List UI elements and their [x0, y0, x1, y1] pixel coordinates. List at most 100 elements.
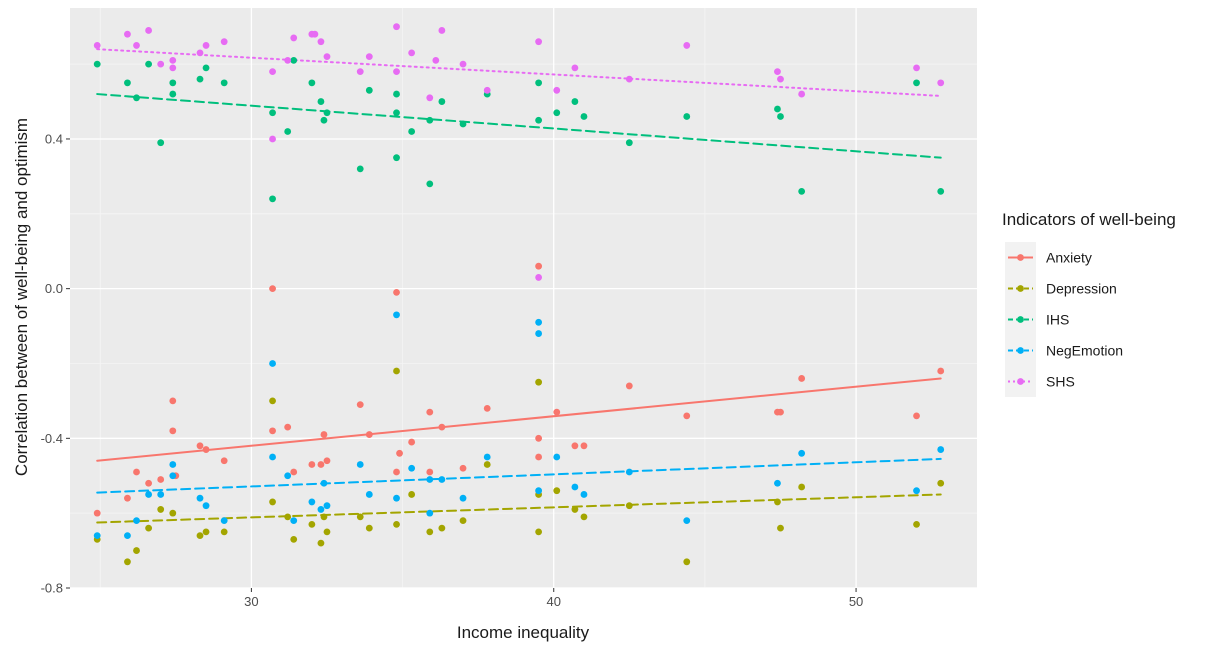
point-negemotion [196, 494, 204, 502]
point-negemotion [284, 472, 292, 480]
point-depression [269, 498, 276, 506]
point-negemotion [169, 461, 177, 468]
point-depression [145, 524, 153, 532]
plot-panel [70, 8, 977, 588]
point-anxiety [202, 446, 210, 453]
point-ihs [580, 113, 588, 120]
point-negemotion [320, 479, 328, 487]
point-depression [683, 558, 691, 566]
point-anxiety [913, 412, 920, 420]
point-shs [553, 86, 561, 94]
point-anxiety [571, 442, 579, 450]
point-shs [220, 38, 228, 46]
legend-label-ihs: IHS [1046, 312, 1069, 328]
point-negemotion [625, 468, 633, 476]
point-depression [308, 520, 316, 528]
point-anxiety [284, 423, 292, 431]
point-ihs [269, 195, 276, 203]
point-negemotion [393, 494, 400, 502]
point-shs [93, 42, 101, 49]
point-shs [393, 23, 400, 31]
point-shs [393, 68, 400, 76]
point-negemotion [426, 476, 434, 483]
point-shs [535, 274, 543, 281]
point-ihs [798, 187, 806, 195]
point-depression [133, 547, 140, 554]
point-ihs [426, 180, 434, 188]
point-ihs [553, 109, 561, 117]
point-ihs [365, 86, 373, 94]
legend-label-depression: Depression [1046, 281, 1117, 297]
point-ihs [937, 187, 945, 195]
x-axis-title: Income inequality [457, 623, 590, 642]
point-shs [145, 27, 153, 34]
point-ihs [124, 79, 131, 87]
y-tick-label: -0.8 [41, 581, 63, 596]
legend-point-anxiety [1017, 254, 1024, 261]
point-depression [393, 520, 400, 528]
point-shs [269, 68, 276, 76]
point-anxiety [426, 408, 434, 416]
point-ihs [284, 128, 292, 135]
point-shs [432, 56, 440, 64]
point-depression [937, 479, 945, 487]
point-negemotion [365, 491, 373, 498]
point-anxiety [683, 412, 691, 420]
point-anxiety [308, 461, 316, 468]
point-ihs [625, 139, 633, 147]
point-negemotion [269, 453, 276, 461]
point-ihs [777, 113, 784, 120]
point-ihs [459, 120, 467, 128]
point-negemotion [393, 311, 400, 319]
point-negemotion [580, 491, 588, 498]
point-depression [426, 528, 434, 536]
point-shs [169, 64, 177, 72]
point-shs [937, 79, 945, 87]
point-depression [438, 524, 446, 532]
point-depression [269, 397, 276, 405]
point-shs [535, 38, 543, 46]
point-shs [777, 75, 784, 83]
point-anxiety [320, 431, 328, 438]
point-ihs [438, 98, 446, 105]
point-shs [356, 68, 364, 76]
point-anxiety [157, 476, 165, 483]
point-negemotion [798, 449, 806, 457]
point-anxiety [393, 288, 400, 296]
point-shs [196, 49, 204, 57]
point-shs [438, 27, 446, 34]
point-anxiety [145, 479, 153, 487]
point-anxiety [625, 382, 633, 390]
point-negemotion [937, 446, 945, 453]
point-depression [317, 539, 325, 547]
point-ihs [571, 98, 579, 105]
x-tick-label: 50 [849, 594, 863, 609]
point-shs [408, 49, 416, 57]
point-shs [426, 94, 434, 102]
point-anxiety [124, 494, 131, 502]
point-negemotion [774, 479, 781, 487]
point-negemotion [535, 487, 543, 495]
point-shs [133, 42, 140, 49]
point-ihs [169, 79, 177, 87]
point-negemotion [571, 483, 579, 491]
point-ihs [202, 64, 210, 72]
point-negemotion [269, 360, 276, 367]
point-ihs [535, 116, 543, 124]
point-anxiety [220, 457, 228, 465]
grid-major [70, 8, 977, 589]
point-negemotion [323, 502, 331, 510]
point-ihs [169, 90, 177, 98]
point-negemotion [683, 517, 691, 525]
point-negemotion [133, 517, 140, 525]
point-negemotion [459, 494, 467, 502]
point-ihs [393, 109, 400, 117]
point-anxiety [269, 427, 276, 435]
point-ihs [393, 154, 400, 162]
point-ihs [196, 75, 204, 83]
point-shs [365, 53, 373, 61]
point-ihs [145, 60, 153, 68]
point-negemotion [157, 491, 165, 498]
point-ihs [683, 113, 691, 120]
